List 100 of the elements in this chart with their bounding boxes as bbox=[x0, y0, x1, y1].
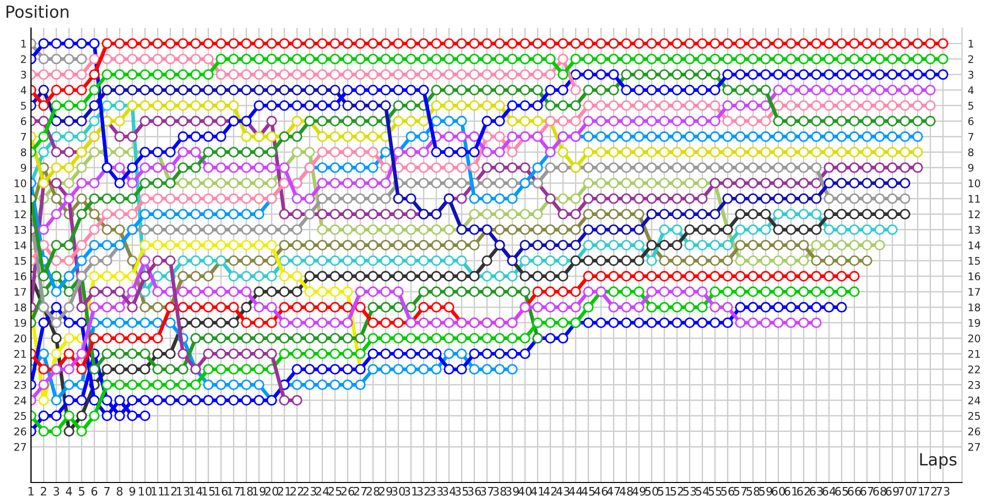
x-tick-label: 26 bbox=[341, 486, 354, 496]
y-tick-label: 8 bbox=[20, 148, 26, 156]
y2-tick-label: 20 bbox=[968, 334, 980, 342]
x-tick-label: 63 bbox=[810, 486, 823, 496]
y2-tick-label: 22 bbox=[968, 365, 980, 374]
x-tick-label: 2 bbox=[40, 486, 46, 496]
x-tick-label: 10 bbox=[138, 486, 152, 496]
x-tick-label: 49 bbox=[632, 486, 646, 496]
x-tick-label: 68 bbox=[873, 486, 886, 496]
y2-tick-label: 27 bbox=[968, 443, 980, 451]
y-tick-label: 4 bbox=[20, 86, 26, 94]
x-tick-label: 56 bbox=[721, 486, 734, 496]
x-tick-label: 48 bbox=[620, 486, 633, 496]
x-tick-label: 66 bbox=[848, 486, 861, 496]
y2-tick-label: 23 bbox=[968, 381, 980, 389]
x-tick-label: 70 bbox=[898, 486, 912, 496]
x-tick-label: 44 bbox=[568, 487, 582, 496]
x-tick-label: 54 bbox=[696, 487, 710, 496]
y-tick-label: 20 bbox=[14, 334, 26, 342]
x-tick-label: 35 bbox=[455, 486, 468, 496]
x-tick-label: 67 bbox=[860, 486, 874, 496]
x-tick-label: 17 bbox=[228, 487, 240, 496]
x-tick-label: 32 bbox=[417, 486, 430, 496]
x-tick-label: 58 bbox=[746, 486, 760, 496]
y2-tick-label: 12 bbox=[968, 210, 980, 218]
y2-tick-label: 26 bbox=[968, 428, 980, 436]
x-tick-label: 21 bbox=[278, 486, 291, 496]
y2-tick-label: 6 bbox=[968, 117, 974, 126]
y2-tick-label: 25 bbox=[968, 412, 980, 420]
y-tick-label: 10 bbox=[14, 179, 26, 188]
y2-tick-label: 10 bbox=[968, 179, 980, 188]
x-tick-label: 50 bbox=[645, 486, 658, 496]
y-tick-label: 27 bbox=[14, 443, 26, 451]
y-tick-label: 14 bbox=[14, 242, 26, 250]
y-tick-label: 9 bbox=[20, 164, 26, 172]
y-tick-label: 5 bbox=[21, 102, 26, 110]
x-tick-label: 52 bbox=[670, 486, 684, 496]
y-tick-label: 11 bbox=[14, 194, 26, 203]
y2-tick-label: 2 bbox=[968, 55, 974, 63]
x-tick-label: 64 bbox=[822, 486, 836, 496]
x-tick-label: 61 bbox=[784, 486, 798, 496]
y2-tick-label: 9 bbox=[968, 164, 974, 172]
x-tick-label: 53 bbox=[683, 486, 696, 496]
x-tick-label: 43 bbox=[556, 486, 570, 496]
y2-tick-label: 5 bbox=[968, 102, 974, 110]
y2-tick-label: 16 bbox=[968, 272, 980, 280]
x-tick-label: 51 bbox=[658, 487, 671, 496]
y-tick-label: 1 bbox=[21, 40, 26, 48]
y-tick-label: 6 bbox=[20, 117, 26, 126]
y2-tick-label: 14 bbox=[968, 242, 980, 250]
x-tick-label: 40 bbox=[518, 486, 532, 496]
x-tick-label: 69 bbox=[886, 486, 899, 496]
x-axis-title: Laps bbox=[920, 453, 957, 469]
x-tick-label: 42 bbox=[544, 486, 557, 496]
y2-tick-label: 24 bbox=[968, 396, 980, 404]
x-tick-label: 34 bbox=[442, 486, 456, 496]
x-tick-label: 9 bbox=[129, 486, 136, 496]
y-tick-label: 2 bbox=[20, 55, 26, 63]
y-tick-label: 7 bbox=[21, 132, 26, 141]
y-tick-label: 17 bbox=[14, 288, 26, 296]
y2-tick-label: 17 bbox=[968, 288, 980, 296]
y-tick-label: 21 bbox=[14, 350, 26, 358]
y2-tick-label: 4 bbox=[968, 86, 974, 94]
x-tick-label: 45 bbox=[582, 487, 595, 496]
y2-tick-label: 15 bbox=[968, 257, 980, 265]
x-tick-label: 15 bbox=[202, 487, 215, 496]
y2-tick-label: 7 bbox=[968, 132, 974, 141]
y2-tick-label: 13 bbox=[968, 226, 980, 234]
x-tick-label: 3 bbox=[54, 486, 60, 496]
x-tick-label: 55 bbox=[708, 487, 722, 496]
y2-tick-label: 3 bbox=[968, 70, 974, 79]
x-tick-label: 20 bbox=[265, 486, 278, 496]
x-tick-label: 29 bbox=[379, 486, 392, 496]
y-tick-label: 12 bbox=[14, 210, 26, 218]
x-tick-label: 41 bbox=[530, 487, 544, 496]
y-tick-label: 13 bbox=[14, 226, 26, 234]
x-tick-label: 39 bbox=[506, 486, 519, 496]
x-tick-label: 22 bbox=[290, 486, 304, 496]
y-tick-label: 22 bbox=[14, 365, 26, 374]
x-tick-label: 46 bbox=[594, 486, 608, 496]
x-tick-label: 11 bbox=[152, 487, 164, 496]
x-tick-label: 7 bbox=[104, 487, 110, 496]
x-tick-label: 16 bbox=[214, 486, 228, 496]
x-tick-label: 28 bbox=[366, 486, 380, 496]
x-tick-label: 27 bbox=[354, 486, 367, 496]
y2-tick-label: 21 bbox=[968, 350, 980, 358]
x-tick-label: 72 bbox=[924, 486, 937, 496]
x-tick-label: 60 bbox=[772, 486, 785, 496]
x-tick-label: 6 bbox=[91, 486, 98, 496]
x-tick-label: 73 bbox=[936, 486, 950, 496]
x-tick-label: 31 bbox=[404, 486, 418, 496]
x-tick-label: 30 bbox=[392, 486, 405, 496]
x-tick-label: 71 bbox=[911, 487, 924, 496]
y2-tick-label: 19 bbox=[968, 318, 980, 327]
y-tick-label: 24 bbox=[14, 396, 26, 404]
x-tick-label: 18 bbox=[240, 486, 253, 496]
x-tick-label: 23 bbox=[303, 486, 316, 496]
x-tick-label: 13 bbox=[176, 486, 190, 496]
y-tick-label: 15 bbox=[14, 257, 26, 265]
y-tick-label: 3 bbox=[21, 70, 26, 79]
